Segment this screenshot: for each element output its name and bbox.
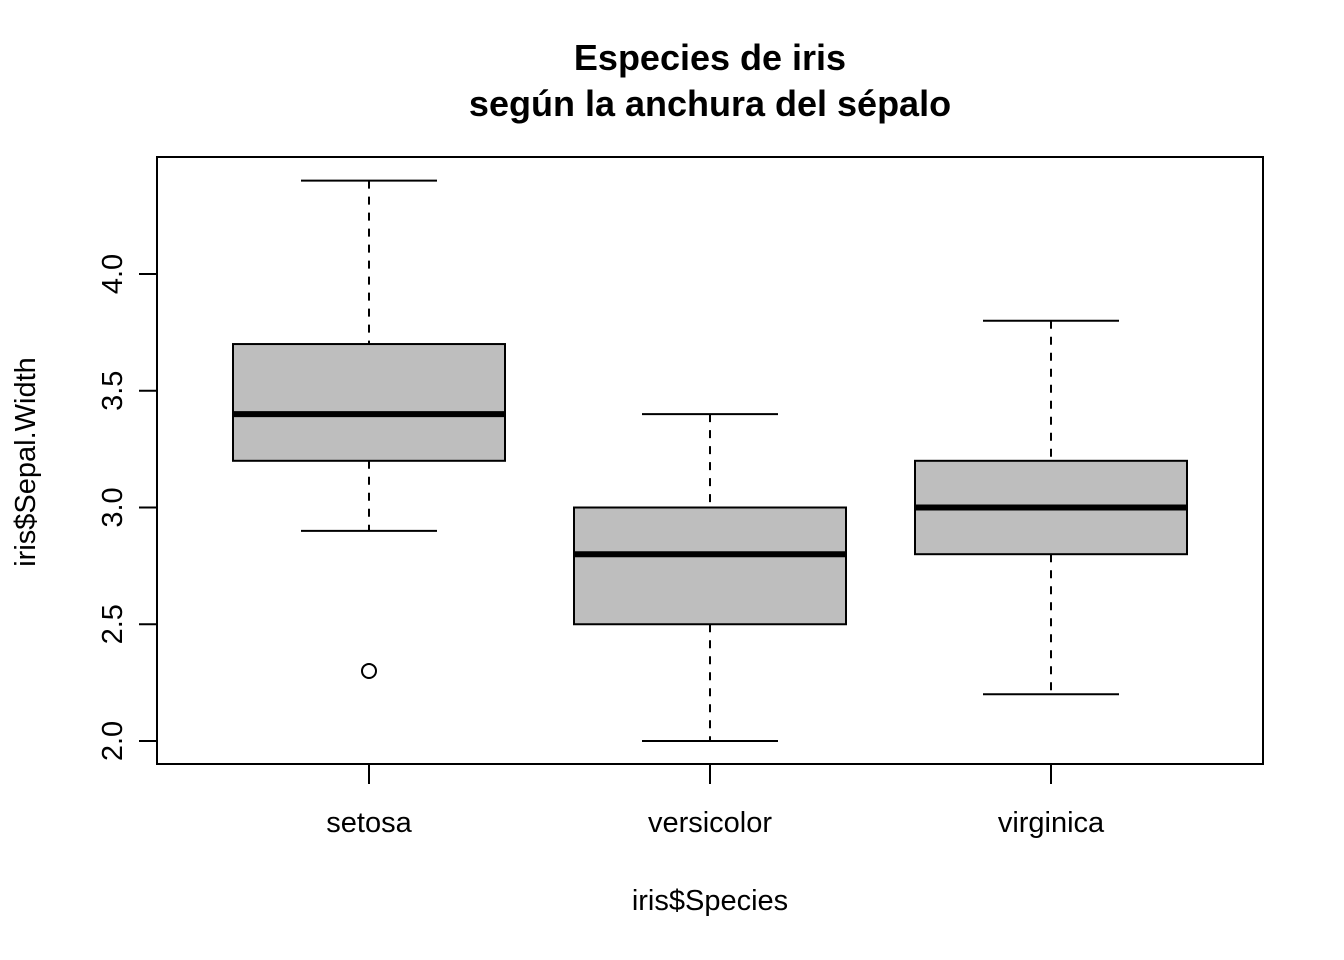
x-tick-label: virginica [998,807,1105,839]
chart-subtitle: según la anchura del sépalo [469,83,951,124]
y-tick-label: 4.0 [97,254,129,294]
y-tick-label: 2.5 [97,604,129,644]
y-axis-label: iris$Sepal.Width [10,357,42,567]
y-tick-label: 3.5 [97,371,129,411]
box-setosa [232,343,506,462]
boxes-group [232,179,1188,742]
y-axis: 2.0 2.5 3.0 3.5 4.0 [97,254,157,761]
x-tick-label: versicolor [648,807,772,839]
chart-title: Especies de iris [574,37,846,78]
outlier-point [361,662,377,679]
x-axis-label: iris$Species [632,885,788,917]
x-tick-label: setosa [326,807,412,839]
box-versicolor [573,506,847,626]
x-axis: setosa versicolor virginica [326,764,1105,839]
y-tick-label: 3.0 [97,487,129,527]
y-tick-label: 2.0 [97,721,129,761]
